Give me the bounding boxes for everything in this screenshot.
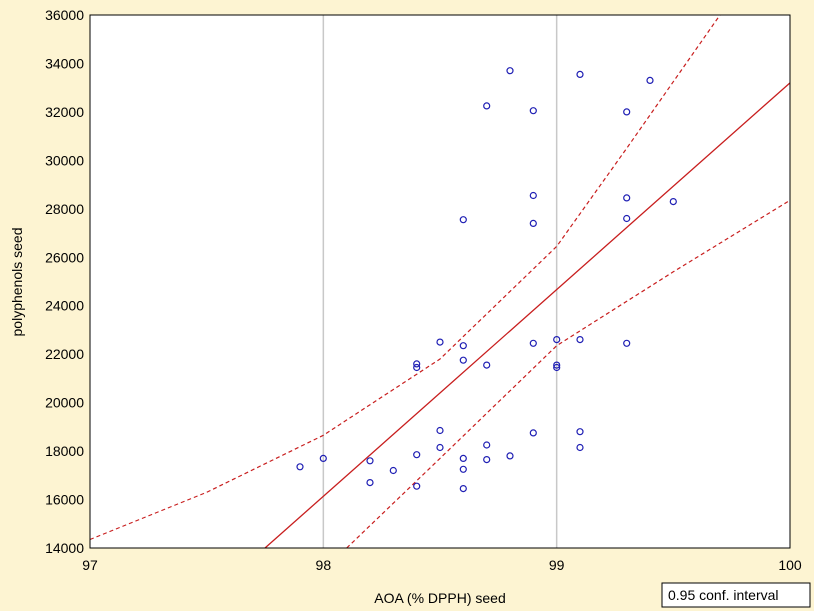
data-point [506,452,514,460]
data-point [483,361,491,369]
x-tick-label: 98 [316,557,332,573]
data-point [623,214,631,223]
y-tick-label: 26000 [45,249,84,265]
data-point [623,339,631,347]
data-point [483,441,491,449]
data-point [296,463,304,471]
data-point [436,426,444,435]
y-tick-label: 36000 [45,7,84,23]
data-point [576,336,584,344]
data-point [366,457,374,465]
y-axis-label: polyphenols seed [9,228,25,337]
confidence-bands [89,14,791,549]
data-point [623,194,631,202]
data-points [296,67,677,493]
y-tick-label: 22000 [45,346,84,362]
data-point [413,360,421,368]
data-point [413,482,421,490]
data-point [459,465,467,473]
data-point [436,338,444,346]
data-point [483,102,491,110]
x-tick-labels: 97 98 99 100 [82,557,802,573]
data-point [669,198,677,206]
plot-area [90,15,790,548]
data-point [553,361,561,369]
regression-line-group [264,82,791,549]
data-point [646,76,654,85]
data-point [623,108,631,116]
legend-label: 0.95 conf. interval [668,587,779,603]
x-tick-label: 97 [82,557,98,573]
data-point [529,339,537,347]
grid-lines [322,15,558,548]
data-point [529,219,537,227]
data-point [529,107,537,115]
data-point [389,466,397,475]
y-tick-label: 30000 [45,152,84,168]
data-point [459,454,467,462]
y-tick-label: 16000 [45,492,84,508]
data-point [483,456,491,464]
y-tick-label: 20000 [45,395,84,411]
y-tick-labels: 14000 16000 18000 20000 22000 24000 26000 28000… [45,7,84,556]
data-point [576,443,584,452]
y-tick-label: 24000 [45,298,84,314]
y-tick-label: 34000 [45,55,84,71]
data-point [576,70,584,79]
data-point [366,479,374,487]
y-tick-label: 14000 [45,540,84,556]
plot-frame [89,14,791,549]
legend-box [661,582,811,608]
data-point [413,363,421,372]
confidence-band-lower [346,199,791,549]
x-tick-label: 100 [778,557,802,573]
data-point [459,356,467,364]
data-point [319,454,327,462]
data-point [529,429,537,437]
y-tick-label: 28000 [45,201,84,217]
data-point [576,428,584,436]
legend: 0.95 conf. interval [661,582,811,608]
y-tick-label: 18000 [45,443,84,459]
data-point [413,451,421,459]
x-axis-label: AOA (% DPPH) seed [374,590,506,606]
data-point [459,485,467,493]
data-point [553,336,561,344]
data-point [506,67,514,75]
confidence-band-upper [89,14,721,541]
data-point [529,191,537,200]
x-tick-label: 99 [549,557,565,573]
data-point [436,443,444,452]
data-point [459,216,467,224]
data-point [553,363,561,372]
y-tick-label: 32000 [45,104,84,120]
data-point [459,342,467,350]
regression-line [264,82,791,549]
